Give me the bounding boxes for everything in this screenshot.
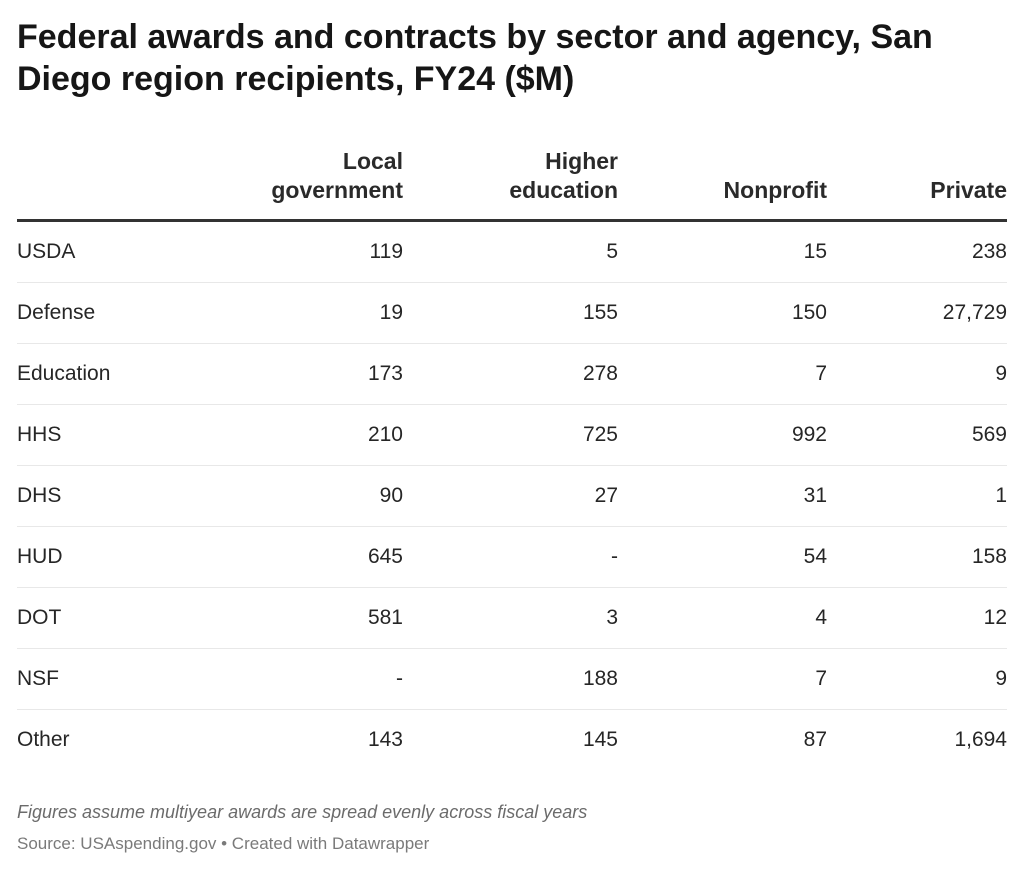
cell-local-government: 210	[367, 423, 403, 446]
cell-nonprofit: 54	[803, 545, 827, 568]
column-header-line: government	[271, 177, 403, 203]
cell-private: 238	[971, 240, 1007, 263]
cell-higher-education: 3	[606, 606, 618, 629]
cell-local-government: 173	[367, 362, 403, 385]
cell-local-government: 19	[379, 301, 403, 324]
row-label-agency: HUD	[17, 545, 63, 568]
cell-private: 1	[995, 484, 1007, 507]
cell-higher-education: 278	[582, 362, 618, 385]
column-header-higher-education[interactable]: Higher education	[403, 147, 618, 205]
cell-higher-education: 27	[594, 484, 618, 507]
cell-higher-education: 155	[582, 301, 618, 324]
data-table: Local government Higher education Nonpro…	[17, 142, 1007, 770]
cell-private: 9	[995, 667, 1007, 690]
row-label-agency: USDA	[17, 240, 76, 263]
cell-local-government: 143	[367, 728, 403, 751]
cell-nonprofit: 992	[791, 423, 827, 446]
row-label-agency: NSF	[17, 667, 59, 690]
table-row: Other 143 145 87 1,694	[17, 710, 1007, 770]
cell-nonprofit: 7	[815, 667, 827, 690]
chart-source: Source: USAspending.gov • Created with D…	[17, 834, 430, 853]
column-header-line: education	[509, 177, 618, 203]
cell-local-government: 581	[367, 606, 403, 629]
column-header-line: Local	[342, 148, 403, 174]
table-row: DHS 90 27 31 1	[17, 466, 1007, 527]
cell-higher-education: 145	[582, 728, 618, 751]
cell-higher-education: -	[611, 545, 618, 568]
cell-nonprofit: 87	[803, 728, 827, 751]
cell-nonprofit: 15	[803, 240, 827, 263]
column-header-local-government[interactable]: Local government	[217, 147, 403, 205]
cell-higher-education: 5	[606, 240, 618, 263]
table-header: Local government Higher education Nonpro…	[17, 142, 1007, 222]
cell-higher-education: 725	[582, 423, 618, 446]
cell-private: 9	[995, 362, 1007, 385]
row-label-agency: DOT	[17, 606, 62, 629]
cell-nonprofit: 4	[815, 606, 827, 629]
cell-private: 1,694	[954, 728, 1007, 751]
column-header-private[interactable]: Private	[930, 177, 1007, 203]
table-row: NSF - 188 7 9	[17, 649, 1007, 710]
cell-private: 12	[983, 606, 1007, 629]
cell-local-government: 119	[369, 240, 403, 263]
cell-private: 27,729	[942, 301, 1007, 324]
row-label-agency: Other	[17, 728, 70, 751]
table-row: Education 173 278 7 9	[17, 344, 1007, 405]
column-header-line: Higher	[545, 148, 618, 174]
table-row: Defense 19 155 150 27,729	[17, 283, 1007, 344]
chart-notes: Figures assume multiyear awards are spre…	[17, 802, 588, 822]
row-label-agency: DHS	[17, 484, 62, 507]
row-label-agency: Education	[17, 362, 111, 385]
cell-nonprofit: 150	[791, 301, 827, 324]
cell-nonprofit: 7	[815, 362, 827, 385]
cell-local-government: 645	[367, 545, 403, 568]
cell-higher-education: 188	[582, 667, 618, 690]
column-header-nonprofit[interactable]: Nonprofit	[723, 177, 827, 203]
row-label-agency: HHS	[17, 423, 62, 446]
cell-local-government: -	[396, 667, 403, 690]
row-label-agency: Defense	[17, 301, 96, 324]
table-row: DOT 581 3 4 12	[17, 588, 1007, 649]
cell-nonprofit: 31	[803, 484, 827, 507]
table-row: HUD 645 - 54 158	[17, 527, 1007, 588]
cell-local-government: 90	[379, 484, 403, 507]
chart-title: Federal awards and contracts by sector a…	[17, 18, 933, 98]
table-row: USDA 119 5 15 238	[17, 222, 1007, 283]
cell-private: 158	[971, 545, 1007, 568]
table-row: HHS 210 725 992 569	[17, 405, 1007, 466]
cell-private: 569	[971, 423, 1007, 446]
